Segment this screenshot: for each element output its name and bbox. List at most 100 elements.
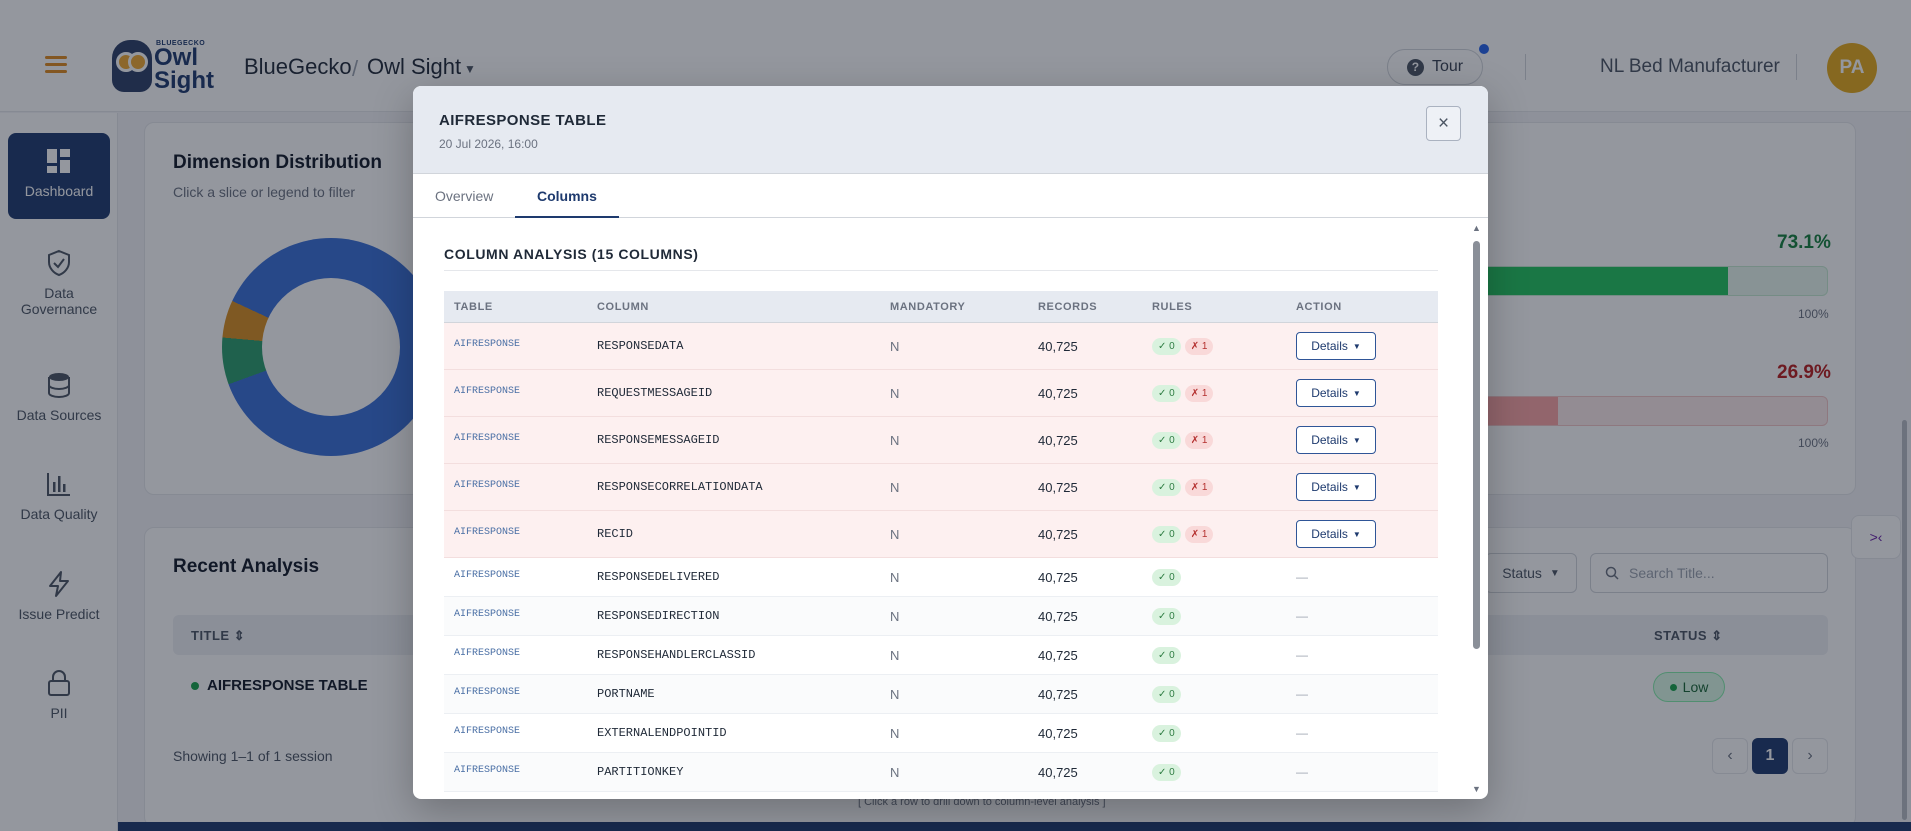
pagination-prev-button[interactable]: ‹	[1712, 738, 1748, 774]
cell-column: RESPONSEHANDLERCLASSID	[597, 648, 756, 662]
cell-action: Details ▼	[1296, 332, 1376, 360]
database-icon	[48, 373, 70, 399]
table-row[interactable]: AIFRESPONSE RESPONSECORRELATIONDATA N 40,72…	[444, 464, 1438, 511]
cell-table: AIFRESPONSE	[454, 687, 521, 698]
table-row[interactable]: AIFRESPONSE RESPONSEHANDLERCLASSID N 40,725…	[444, 636, 1438, 675]
cell-column: RECID	[597, 527, 634, 541]
table-row[interactable]: AIFRESPONSE EXTERNALENDPOINTID N 40,725 ✓ 0 —	[444, 714, 1438, 753]
hamburger-menu-icon[interactable]	[45, 56, 67, 74]
tour-label: Tour	[1431, 58, 1464, 75]
fail-percentage: 26.9%	[1777, 362, 1831, 383]
cell-column: RESPONSEMESSAGEID	[597, 433, 720, 447]
header-column: COLUMN	[597, 301, 649, 313]
pass-count-badge: ✓ 0	[1152, 725, 1181, 742]
cell-action: Details ▼	[1296, 473, 1376, 501]
scroll-thumb[interactable]	[1473, 241, 1480, 649]
pass-count-badge: ✓ 0	[1152, 338, 1181, 355]
pagination-page-1[interactable]: 1	[1752, 738, 1788, 774]
scroll-up-icon[interactable]: ▲	[1472, 223, 1481, 233]
details-label: Details	[1311, 386, 1348, 400]
pass-count-badge: ✓ 0	[1152, 479, 1181, 496]
cell-rules: ✓ 0	[1152, 764, 1181, 781]
table-row[interactable]: AIFRESPONSE REQUESTMESSAGEID N 40,725 ✓ 0 ✗ 1…	[444, 370, 1438, 417]
sidebar-item-label: Data Sources	[16, 407, 102, 423]
table-row[interactable]: AIFRESPONSE RECID N 40,725 ✓ 0 ✗ 1 Details ▼	[444, 511, 1438, 558]
scroll-down-icon[interactable]: ▼	[1472, 784, 1481, 794]
sidebar-item-pii[interactable]: PII	[8, 669, 110, 721]
tour-button[interactable]: ? Tour	[1387, 49, 1483, 85]
cell-mandatory: N	[890, 687, 900, 702]
page-scrollbar[interactable]	[1902, 420, 1907, 820]
details-label: Details	[1311, 433, 1348, 447]
details-button[interactable]: Details ▼	[1296, 379, 1376, 407]
logo-brand-small: BLUEGECKO	[156, 40, 206, 47]
modal-scrollbar[interactable]: ▲ ▼	[1472, 223, 1482, 795]
breadcrumb-company[interactable]: BlueGecko	[244, 54, 352, 79]
table-row[interactable]: AIFRESPONSE RESPONSEMESSAGEID N 40,725 ✓ 0 ✗ …	[444, 417, 1438, 464]
details-button[interactable]: Details ▼	[1296, 473, 1376, 501]
details-button[interactable]: Details ▼	[1296, 332, 1376, 360]
cell-records: 40,725	[1038, 527, 1078, 542]
cell-records: 40,725	[1038, 765, 1078, 780]
header-mandatory: MANDATORY	[890, 301, 966, 313]
cell-records: 40,725	[1038, 609, 1078, 624]
details-button[interactable]: Details ▼	[1296, 520, 1376, 548]
caret-down-icon: ▼	[1352, 529, 1361, 539]
recent-row-title[interactable]: AIFRESPONSE TABLE	[207, 677, 368, 694]
sidebar-item-label: Data Quality	[20, 506, 98, 522]
pagination-next-button[interactable]: ›	[1792, 738, 1828, 774]
pass-progress-fill	[1459, 267, 1728, 295]
table-row[interactable]: AIFRESPONSE RESPONSEDIRECTION N 40,725 ✓ 0 —	[444, 597, 1438, 636]
sidebar-item-data-governance[interactable]: Data Governance	[8, 249, 110, 317]
cell-mandatory: N	[890, 765, 900, 780]
fail-count-badge: ✗ 1	[1184, 432, 1214, 449]
sidebar-item-data-sources[interactable]: Data Sources	[8, 371, 110, 423]
details-button[interactable]: Details ▼	[1296, 426, 1376, 454]
close-button[interactable]: ×	[1426, 106, 1461, 141]
cell-mandatory: N	[890, 570, 900, 585]
cell-mandatory: N	[890, 648, 900, 663]
dimension-donut-chart[interactable]	[222, 238, 440, 456]
table-row[interactable]: AIFRESPONSE RESPONSEDATA N 40,725 ✓ 0 ✗ 1 Deta…	[444, 323, 1438, 370]
dimension-subtitle: Click a slice or legend to filter	[173, 184, 356, 200]
shield-check-icon	[48, 249, 70, 277]
modal-header: AIFRESPONSE TABLE 20 Jul 2026, 16:00 ×	[413, 86, 1488, 174]
table-row[interactable]: AIFRESPONSE RESPONSEDELIVERED N 40,725 ✓ 0 —	[444, 558, 1438, 597]
breadcrumb-product[interactable]: Owl Sight	[367, 54, 462, 79]
no-action: —	[1296, 609, 1308, 623]
column-header-title[interactable]: TITLE ⇕	[191, 628, 246, 643]
cell-table: AIFRESPONSE	[454, 609, 521, 620]
column-analysis-table: TABLE COLUMN MANDATORY RECORDS RULES ACT…	[444, 291, 1438, 792]
cell-records: 40,725	[1038, 570, 1078, 585]
table-row[interactable]: AIFRESPONSE PARTITIONKEY N 40,725 ✓ 0 —	[444, 753, 1438, 792]
footer-bar	[118, 822, 1911, 831]
sidebar-item-issue-predict[interactable]: Issue Predict	[8, 570, 110, 622]
user-avatar[interactable]: PA	[1827, 43, 1877, 93]
table-row[interactable]: AIFRESPONSE PORTNAME N 40,725 ✓ 0 —	[444, 675, 1438, 714]
cell-mandatory: N	[890, 527, 900, 542]
column-table-header: TABLE COLUMN MANDATORY RECORDS RULES ACT…	[444, 291, 1438, 323]
header-divider	[1525, 54, 1526, 80]
organization-name[interactable]: NL Bed Manufacturer	[1600, 56, 1780, 77]
no-action: —	[1296, 765, 1308, 779]
cell-records: 40,725	[1038, 433, 1078, 448]
pass-count-badge: ✓ 0	[1152, 569, 1181, 586]
chevron-down-icon[interactable]: ▼	[464, 62, 476, 76]
sidebar-item-dashboard[interactable]: Dashboard	[8, 133, 110, 219]
cell-table: AIFRESPONSE	[454, 339, 521, 350]
collapse-icon[interactable]: >‹	[1851, 515, 1901, 559]
cell-table: AIFRESPONSE	[454, 726, 521, 737]
cell-rules: ✓ 0 ✗ 1	[1152, 479, 1214, 496]
pass-count-badge: ✓ 0	[1152, 526, 1181, 543]
caret-down-icon: ▼	[1352, 341, 1361, 351]
cell-rules: ✓ 0	[1152, 686, 1181, 703]
sidebar-item-data-quality[interactable]: Data Quality	[8, 470, 110, 522]
cell-rules: ✓ 0	[1152, 569, 1181, 586]
tab-overview[interactable]: Overview	[435, 188, 494, 204]
owl-sight-logo[interactable]: BLUEGECKO Owl Sight	[112, 34, 217, 96]
details-label: Details	[1311, 527, 1348, 541]
cell-column: EXTERNALENDPOINTID	[597, 726, 727, 740]
search-title-input[interactable]: Search Title...	[1590, 553, 1828, 593]
column-header-status[interactable]: STATUS ⇕	[1654, 628, 1723, 643]
tab-columns[interactable]: Columns	[515, 174, 619, 218]
